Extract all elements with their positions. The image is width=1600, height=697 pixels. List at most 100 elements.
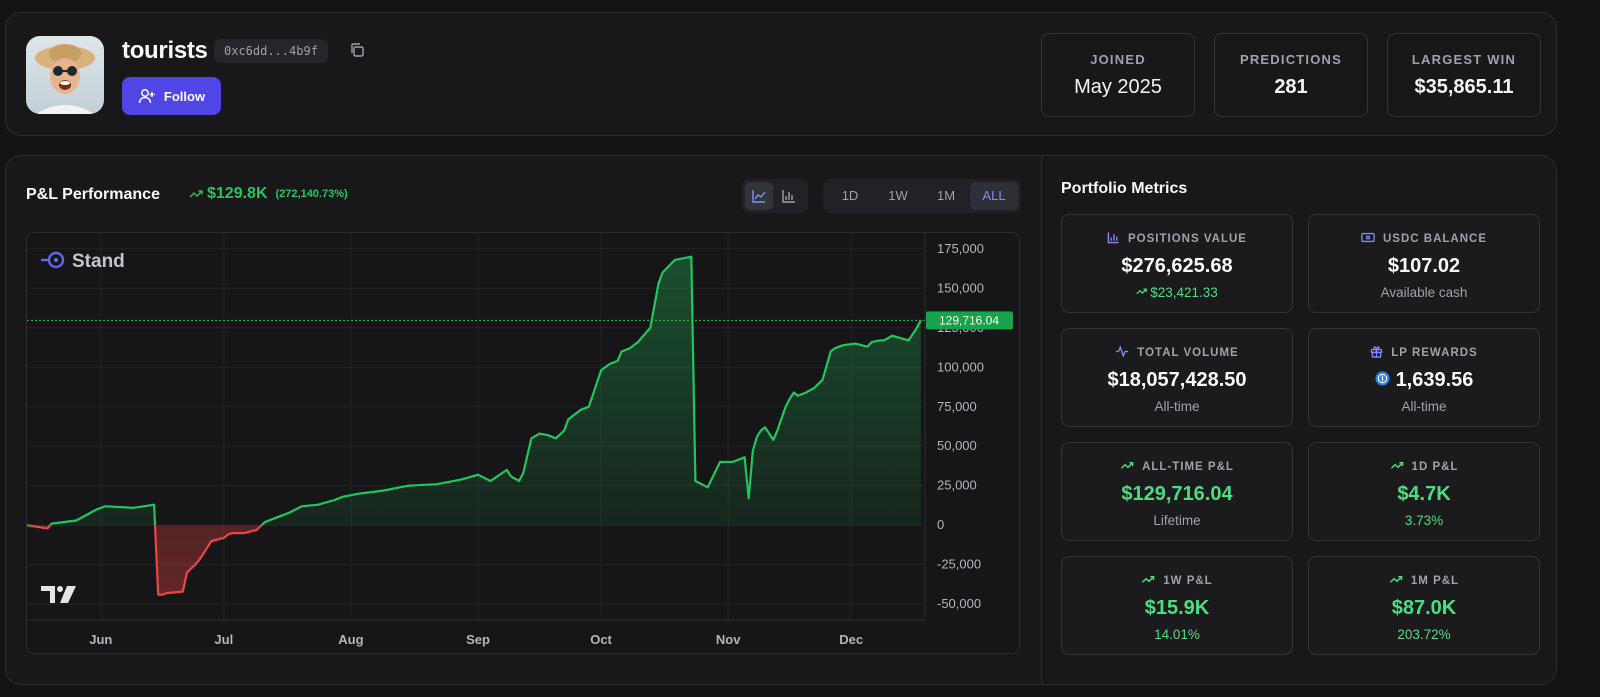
y-tick-label: 150,000 <box>937 280 984 295</box>
wallet-address: 0xc6dd...4b9f <box>214 39 328 63</box>
metric-value-row: $276,625.68 <box>1062 255 1292 278</box>
avatar[interactable] <box>26 36 104 114</box>
y-tick-label: -25,000 <box>937 557 981 572</box>
metric-card: 1D P&L $4.7K 3.73% <box>1308 442 1540 541</box>
stat-label: LARGEST WIN <box>1411 52 1517 67</box>
metric-sub: Lifetime <box>1153 513 1201 528</box>
username: tourists <box>122 37 208 64</box>
tradingview-logo-icon <box>41 586 76 603</box>
metric-value-row: $18,057,428.50 <box>1062 369 1292 392</box>
series-line-positive <box>27 255 922 526</box>
metric-value: $15.9K <box>1144 597 1210 619</box>
metric-value-row: $4.7K <box>1309 483 1539 506</box>
pnl-title: P&L Performance <box>26 186 160 203</box>
y-tick-label: -50,000 <box>937 596 981 611</box>
metric-value: $129,716.04 <box>1121 483 1233 505</box>
metric-card: USDC BALANCE $107.02 Available cash <box>1308 214 1540 313</box>
stat-value: $35,865.11 <box>1414 76 1514 98</box>
stat-value: May 2025 <box>1074 76 1162 98</box>
metric-header: POSITIONS VALUE <box>1062 231 1292 247</box>
metric-sub: All-time <box>1401 399 1447 414</box>
stat-value: 281 <box>1274 76 1308 98</box>
metric-header: ALL-TIME P&L <box>1062 459 1292 475</box>
wallet-icon <box>1361 231 1375 247</box>
watermark-text: Stand <box>72 251 125 272</box>
metric-sub-row: All-time <box>1062 399 1292 414</box>
metric-label: USDC BALANCE <box>1383 233 1487 245</box>
metric-value: $276,625.68 <box>1121 255 1233 277</box>
metric-value: 1,639.56 <box>1395 369 1474 391</box>
x-tick-label: Jul <box>214 632 233 647</box>
pnl-change: $129.8K (272,140.73%) <box>189 185 348 203</box>
negative-area <box>27 525 262 595</box>
metric-label: 1D P&L <box>1411 461 1459 473</box>
metric-sub: 3.73% <box>1404 513 1444 528</box>
x-tick-label: Jun <box>89 632 112 647</box>
pnl-chart-svg: 175,000150,000125,000100,00075,00050,000… <box>27 233 1013 647</box>
copy-icon[interactable] <box>349 42 367 60</box>
metric-value-row: $15.9K <box>1062 597 1292 620</box>
metric-sub: 203.72% <box>1397 627 1451 642</box>
metric-card: ALL-TIME P&L $129,716.04 Lifetime <box>1061 442 1293 541</box>
gift-icon <box>1370 345 1383 361</box>
line-chart-toggle[interactable] <box>745 182 773 210</box>
stat-label: JOINED <box>1090 52 1146 67</box>
range-tab-1d[interactable]: 1D <box>841 188 859 203</box>
metric-sub: Available cash <box>1380 285 1468 300</box>
x-tick-label: Sep <box>466 632 490 647</box>
trend-up-icon <box>1389 573 1403 589</box>
pnl-change-value: $129.8K <box>207 185 268 202</box>
bar-chart-icon <box>1107 231 1120 247</box>
range-tab-1w[interactable]: 1W <box>888 188 908 203</box>
follow-label: Follow <box>163 88 206 104</box>
metric-value: $4.7K <box>1397 483 1451 505</box>
pnl-chart[interactable]: 175,000150,000125,000100,00075,00050,000… <box>26 232 1020 654</box>
y-tick-label: 0 <box>937 517 944 532</box>
y-tick-label: 50,000 <box>937 438 977 453</box>
stat-joined: JOINED May 2025 <box>1041 33 1195 117</box>
stand-logo-icon <box>41 251 65 269</box>
y-tick-label: 100,000 <box>937 359 984 374</box>
metric-header: 1W P&L <box>1062 573 1292 589</box>
follow-button[interactable]: Follow <box>122 77 221 115</box>
metric-sub-row: 14.01% <box>1062 627 1292 642</box>
metric-value-row: $87.0K <box>1309 597 1539 620</box>
metrics-title: Portfolio Metrics <box>1061 180 1188 197</box>
metric-card: 1M P&L $87.0K 203.72% <box>1308 556 1540 655</box>
metric-header: 1M P&L <box>1309 573 1539 589</box>
pnl-change-pct: (272,140.73%) <box>275 188 348 200</box>
stat-largest-win: LARGEST WIN $35,865.11 <box>1387 33 1541 117</box>
svg-text:129,716.04: 129,716.04 <box>939 313 999 327</box>
metric-label: POSITIONS VALUE <box>1128 233 1247 245</box>
metric-sub: 14.01% <box>1154 627 1200 642</box>
trend-up-icon <box>1141 573 1155 589</box>
usdc-coin-icon <box>1375 369 1390 392</box>
metric-value-row: $107.02 <box>1309 255 1539 278</box>
y-tick-label: 75,000 <box>937 399 977 414</box>
metric-card: LP REWARDS 1,639.56 All-time <box>1308 328 1540 427</box>
metric-label: ALL-TIME P&L <box>1142 461 1234 473</box>
metric-value: $107.02 <box>1387 255 1461 277</box>
metric-value: $87.0K <box>1391 597 1457 619</box>
metric-sub-row: 3.73% <box>1309 513 1539 528</box>
metric-header: 1D P&L <box>1309 459 1539 475</box>
range-tab-all[interactable]: ALL <box>970 182 1018 210</box>
x-tick-label: Dec <box>839 632 863 647</box>
metric-sub-row: All-time <box>1309 399 1539 414</box>
metric-value-row: 1,639.56 <box>1309 369 1539 392</box>
metric-card: TOTAL VOLUME $18,057,428.50 All-time <box>1061 328 1293 427</box>
metric-sub: All-time <box>1154 399 1200 414</box>
last-value-label: 129,716.04 <box>926 311 1013 330</box>
bar-chart-toggle[interactable] <box>775 182 803 210</box>
divider <box>1041 156 1042 684</box>
trend-up-icon <box>1136 285 1148 300</box>
metric-sub-row: Available cash <box>1309 285 1539 300</box>
metric-card: 1W P&L $15.9K 14.01% <box>1061 556 1293 655</box>
range-tabs: 1D 1W 1M ALL <box>823 179 1021 213</box>
metric-sub-row: $23,421.33 <box>1062 285 1292 300</box>
stand-watermark: Stand <box>41 251 125 272</box>
metric-header: USDC BALANCE <box>1309 231 1539 247</box>
chart-type-toggle <box>742 179 808 213</box>
range-tab-1m[interactable]: 1M <box>936 188 956 203</box>
metric-sub: $23,421.33 <box>1150 285 1218 300</box>
